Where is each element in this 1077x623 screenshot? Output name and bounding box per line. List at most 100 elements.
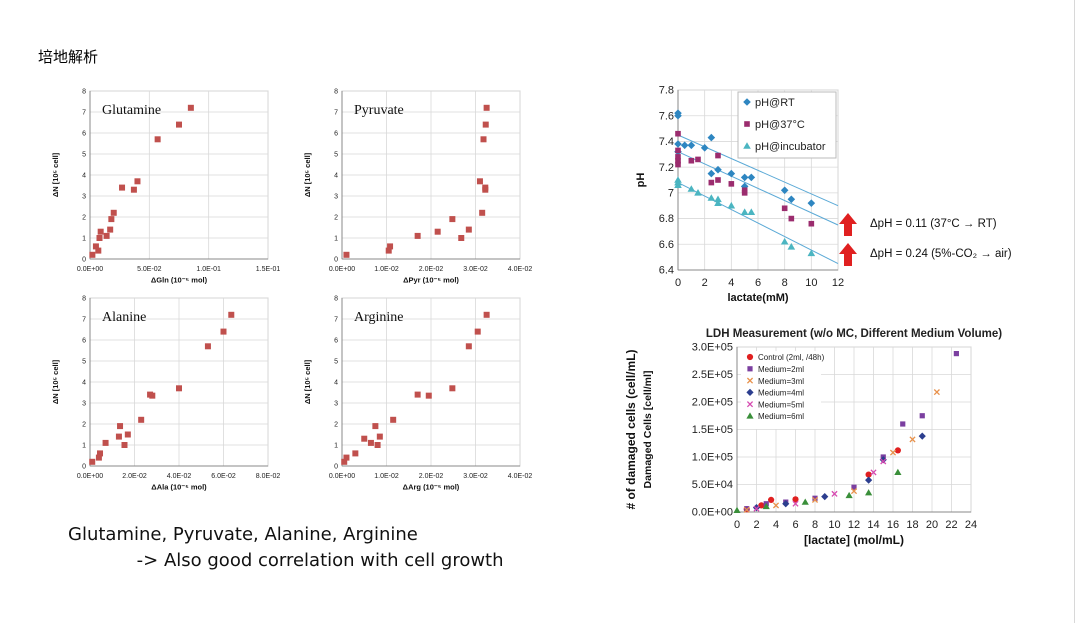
data-point [780, 186, 789, 195]
data-point [95, 454, 102, 461]
legend-entry: Medium=2ml [758, 365, 804, 374]
x-tick-label: 2 [702, 277, 708, 289]
legend-marker [746, 377, 754, 384]
x-tick-label: 12 [832, 277, 844, 289]
data-point [831, 490, 838, 497]
y-axis-label: ΔN [10⁵ cell] [51, 152, 60, 197]
y-tick-label: 4 [82, 379, 86, 386]
data-point [108, 216, 115, 223]
data-point [204, 343, 211, 350]
y-tick-label: 5 [334, 358, 338, 365]
legend-marker [746, 401, 754, 408]
legend-marker [744, 121, 750, 127]
data-point [933, 389, 940, 396]
data-point [482, 121, 489, 128]
x-tick-label: 14 [867, 519, 879, 531]
x-tick-label: 4.0E-02 [167, 473, 192, 480]
data-point [744, 506, 750, 512]
y-tick-label: 0.0E+00 [692, 507, 733, 519]
y-tick-label: 0 [82, 256, 86, 263]
x-tick-label: 2.0E-02 [122, 473, 147, 480]
chart-title: Pyruvate [354, 103, 404, 118]
ph-svg: 6.4 6.6 6.8 7 7.2 7.4 7.6 7.8 0 2 4 6 8 10 12 lactate(m… [635, 85, 1012, 304]
x-tick-label: 5.0E-02 [137, 266, 162, 273]
data-point [733, 506, 741, 513]
legend-entry: pH@incubator [755, 141, 826, 153]
x-axis-label: [lactate] (mol/mL) [804, 533, 904, 547]
data-point [107, 226, 114, 233]
data-point [953, 351, 959, 357]
y-tick-label: 7 [334, 316, 338, 323]
data-point [715, 152, 721, 159]
ldh-svg: 0.0E+00 5.0E+04 1.0E+05 1.5E+05 2.0E+05 2.5E+… [624, 328, 1002, 547]
x-tick-label: 10 [828, 519, 840, 531]
summary-caption: Glutamine, Pyruvate, Alanine, Arginine -… [68, 522, 504, 574]
data-point [115, 433, 122, 440]
y-tick-label: 5 [82, 358, 86, 365]
alanine-svg: 0 1 2 3 4 5 6 7 8 0.0E+00 2.0E-02 4.0E-02 6.0E-02 8.0… [51, 295, 280, 491]
data-point [894, 468, 902, 475]
x-tick-label: 2 [753, 519, 759, 531]
data-point [762, 502, 770, 510]
chart-title: Arginine [354, 310, 404, 325]
x-tick-label: 0 [675, 277, 681, 289]
data-point [919, 413, 925, 419]
data-point [727, 201, 736, 209]
data-point [220, 328, 227, 335]
data-point [176, 385, 182, 392]
x-tick-label: 24 [965, 519, 977, 531]
x-tick-label: 3.0E-02 [463, 473, 488, 480]
y-tick-label: 7 [668, 188, 674, 200]
data-point [97, 450, 104, 457]
data-point [341, 458, 348, 465]
x-tick-label: 4 [773, 519, 779, 531]
data-point [138, 416, 145, 423]
y-axis-label: # of damaged cells (cell/mL) [624, 349, 638, 509]
data-point [414, 391, 421, 398]
data-point [740, 173, 749, 182]
data-point [782, 500, 790, 508]
data-point [387, 243, 394, 250]
y-tick-label: 3.0E+05 [692, 342, 733, 354]
alanine-scatter-chart: 0 1 2 3 4 5 6 7 8 0.0E+00 2.0E-02 4.0E-02 6.0E-02 8.0… [48, 292, 288, 502]
data-point [476, 178, 483, 185]
data-point [474, 328, 481, 335]
data-point [110, 209, 117, 216]
data-point [458, 235, 465, 241]
data-point [850, 488, 858, 495]
trend-line [677, 151, 839, 226]
data-point [707, 169, 716, 178]
data-point [675, 161, 681, 168]
data-point [700, 144, 709, 152]
data-point [801, 498, 809, 505]
y-axis-label-secondary: Damaged Cells [cell/ml] [642, 371, 654, 489]
x-axis-label: ΔPyr (10⁻⁵ mol) [403, 276, 459, 285]
data-point [89, 458, 96, 465]
data-point [97, 228, 104, 235]
y-axis-label: ΔN [10⁵ cell] [51, 359, 60, 404]
x-tick-label: 1.0E-02 [374, 266, 399, 273]
pyruvate-svg: 0 1 2 3 4 5 6 7 8 0.0E+00 1.0E-02 2.0E-02 3.0E-02 4.0… [303, 88, 533, 285]
data-point [482, 184, 489, 191]
x-tick-label: 4.0E-02 [508, 266, 533, 273]
data-point [807, 249, 816, 257]
y-tick-label: 1 [82, 442, 86, 449]
y-tick-label: 3 [82, 193, 86, 200]
y-tick-label: 6.8 [659, 213, 674, 225]
data-point [792, 500, 799, 507]
y-tick-label: 0 [334, 463, 338, 470]
data-point [374, 442, 381, 448]
data-point [390, 416, 397, 423]
x-tick-label: 4 [728, 277, 734, 289]
y-tick-label: 3 [334, 400, 338, 407]
legend-entry: Medium=5ml [758, 400, 804, 409]
y-axis-label: ΔN [10⁵ cell] [303, 359, 312, 404]
y-tick-label: 5 [334, 151, 338, 158]
data-point [780, 237, 789, 245]
x-axis-label: ΔGln (10⁻⁵ mol) [151, 276, 208, 285]
legend-entry: Medium=4ml [758, 389, 804, 398]
data-point [865, 489, 873, 496]
data-point [187, 104, 194, 111]
legend-entry: pH@RT [755, 97, 795, 109]
data-point [714, 195, 722, 203]
